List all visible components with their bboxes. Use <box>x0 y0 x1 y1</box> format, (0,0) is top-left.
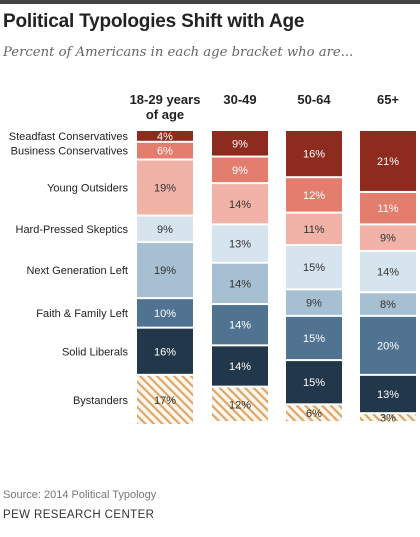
bar-segment-next-generation-left-30-49 <box>212 263 268 304</box>
value-label-solid-liberals-18-29-years-of-age: 16% <box>154 346 176 358</box>
bar-segment-hard-pressed-skeptics-50-64 <box>286 246 342 289</box>
bar-segment-steadfast-conservatives-30-49 <box>212 131 268 156</box>
series-label-steadfast-conservatives: Steadfast Conservatives <box>9 131 129 143</box>
value-label-steadfast-conservatives-30-49: 9% <box>232 138 248 150</box>
series-label-bystanders: Bystanders <box>73 395 129 407</box>
value-label-solid-liberals-65: 13% <box>377 389 399 401</box>
bar-segment-solid-liberals-18-29-years-of-age <box>137 328 193 374</box>
bar-segment-young-outsiders-50-64 <box>286 213 342 245</box>
bar-segment-business-conservatives-18-29-years-of-age <box>137 142 193 159</box>
value-label-solid-liberals-30-49: 14% <box>229 361 251 373</box>
series-label-hard-pressed-skeptics: Hard-Pressed Skeptics <box>16 224 129 236</box>
bar-segment-steadfast-conservatives-65 <box>360 131 416 191</box>
bar-segment-hard-pressed-skeptics-18-29-years-of-age <box>137 216 193 242</box>
value-label-next-generation-left-18-29-years-of-age: 19% <box>154 265 176 277</box>
column-header-50-64: 50-64 <box>297 92 331 107</box>
value-label-business-conservatives-18-29-years-of-age: 6% <box>157 146 173 158</box>
chart-subtitle: Percent of Americans in each age bracket… <box>3 45 354 60</box>
bar-segment-solid-liberals-30-49 <box>212 346 268 386</box>
column-header-30-49: 30-49 <box>223 92 256 107</box>
value-label-steadfast-conservatives-50-64: 16% <box>303 149 325 161</box>
value-label-business-conservatives-30-49: 9% <box>232 165 248 177</box>
bar-segment-next-generation-left-18-29-years-of-age <box>137 243 193 298</box>
bar-segment-solid-liberals-50-64 <box>286 361 342 404</box>
value-label-steadfast-conservatives-65: 21% <box>377 156 399 168</box>
series-label-next-generation-left: Next Generation Left <box>26 265 128 277</box>
bar-segment-faith-and-family-left-65 <box>360 316 416 374</box>
value-label-bystanders-18-29-years-of-age: 17% <box>154 395 176 407</box>
bar-segment-bystanders-65 <box>360 414 416 422</box>
value-label-business-conservatives-50-64: 12% <box>303 190 325 202</box>
value-label-young-outsiders-18-29-years-of-age: 19% <box>154 183 176 195</box>
chart-title: Political Typologies Shift with Age <box>3 11 305 32</box>
series-label-solid-liberals: Solid Liberals <box>62 346 129 358</box>
value-label-hard-pressed-skeptics-18-29-years-of-age: 9% <box>157 224 173 236</box>
value-label-young-outsiders-65: 9% <box>380 233 396 245</box>
value-label-young-outsiders-30-49: 14% <box>229 199 251 211</box>
bar-segment-business-conservatives-50-64 <box>286 178 342 212</box>
series-label-faith-and-family-left: Faith & Family Left <box>36 308 128 320</box>
value-label-bystanders-65: 3% <box>380 413 396 425</box>
value-label-young-outsiders-50-64: 11% <box>303 224 324 236</box>
source-note: Source: 2014 Political Typology <box>3 489 157 501</box>
column-header-18-29-years-of-age: 18-29 years of age <box>130 92 201 122</box>
bar-segment-steadfast-conservatives-18-29-years-of-age <box>137 131 193 141</box>
value-label-faith-and-family-left-18-29-years-of-age: 10% <box>154 308 176 320</box>
value-label-hard-pressed-skeptics-30-49: 13% <box>229 239 251 251</box>
bar-segment-faith-and-family-left-30-49 <box>212 305 268 345</box>
bar-segment-hard-pressed-skeptics-30-49 <box>212 225 268 262</box>
value-label-faith-and-family-left-30-49: 14% <box>229 320 251 332</box>
bar-segment-young-outsiders-65 <box>360 225 416 250</box>
series-label-business-conservatives: Business Conservatives <box>11 146 129 158</box>
bar-segment-bystanders-30-49 <box>212 387 268 422</box>
bar-segment-steadfast-conservatives-50-64 <box>286 131 342 177</box>
bar-segment-bystanders-18-29-years-of-age <box>137 375 193 424</box>
bar-segment-next-generation-left-50-64 <box>286 290 342 315</box>
bar-segment-bystanders-50-64 <box>286 405 342 422</box>
value-label-next-generation-left-50-64: 9% <box>306 298 322 310</box>
value-label-bystanders-50-64: 6% <box>306 408 322 420</box>
top-rule <box>0 0 420 4</box>
org-credit: PEW RESEARCH CENTER <box>3 509 155 521</box>
bar-segment-solid-liberals-65 <box>360 375 416 413</box>
value-label-faith-and-family-left-65: 20% <box>377 340 399 352</box>
bar-segment-business-conservatives-30-49 <box>212 157 268 183</box>
bar-segment-faith-and-family-left-50-64 <box>286 316 342 360</box>
value-label-next-generation-left-30-49: 14% <box>229 278 251 290</box>
bar-segment-next-generation-left-65 <box>360 293 416 315</box>
series-label-young-outsiders: Young Outsiders <box>47 183 128 195</box>
value-label-business-conservatives-65: 11% <box>377 203 398 215</box>
bar-segment-young-outsiders-30-49 <box>212 184 268 224</box>
bar-segment-faith-and-family-left-18-29-years-of-age <box>137 299 193 327</box>
value-label-hard-pressed-skeptics-50-64: 15% <box>303 262 325 274</box>
bar-segment-business-conservatives-65 <box>360 192 416 224</box>
value-label-next-generation-left-65: 8% <box>380 299 396 311</box>
value-label-solid-liberals-50-64: 15% <box>303 377 325 389</box>
bar-segment-young-outsiders-18-29-years-of-age <box>137 160 193 215</box>
value-label-bystanders-30-49: 12% <box>229 399 251 411</box>
column-header-65: 65+ <box>377 92 399 107</box>
value-label-hard-pressed-skeptics-65: 14% <box>377 267 399 279</box>
value-label-steadfast-conservatives-18-29-years-of-age: 4% <box>157 131 173 143</box>
bar-segment-hard-pressed-skeptics-65 <box>360 251 416 292</box>
value-label-faith-and-family-left-50-64: 15% <box>303 333 325 345</box>
